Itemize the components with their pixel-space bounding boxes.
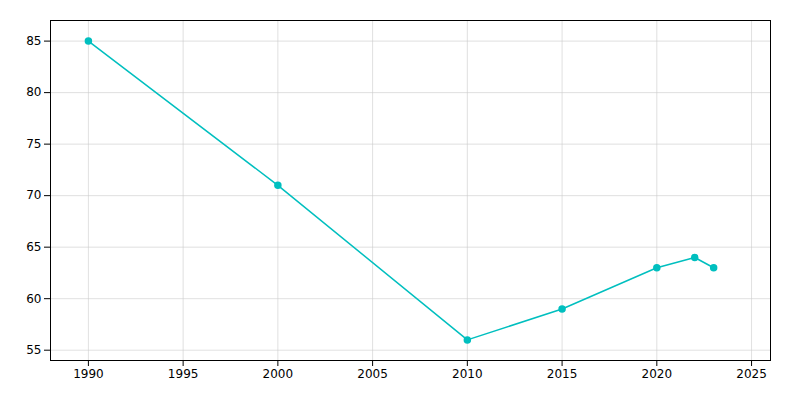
svg-text:2000: 2000 <box>263 367 294 381</box>
svg-text:70: 70 <box>26 188 41 202</box>
svg-text:2025: 2025 <box>736 367 767 381</box>
svg-text:1995: 1995 <box>168 367 199 381</box>
svg-text:1990: 1990 <box>73 367 104 381</box>
svg-text:65: 65 <box>26 240 41 254</box>
svg-text:80: 80 <box>26 85 41 99</box>
svg-text:2020: 2020 <box>642 367 673 381</box>
svg-text:2015: 2015 <box>547 367 578 381</box>
svg-text:75: 75 <box>26 137 41 151</box>
svg-text:2005: 2005 <box>357 367 388 381</box>
svg-text:2010: 2010 <box>452 367 483 381</box>
svg-text:85: 85 <box>26 34 41 48</box>
svg-text:55: 55 <box>26 343 41 357</box>
svg-text:60: 60 <box>26 292 41 306</box>
